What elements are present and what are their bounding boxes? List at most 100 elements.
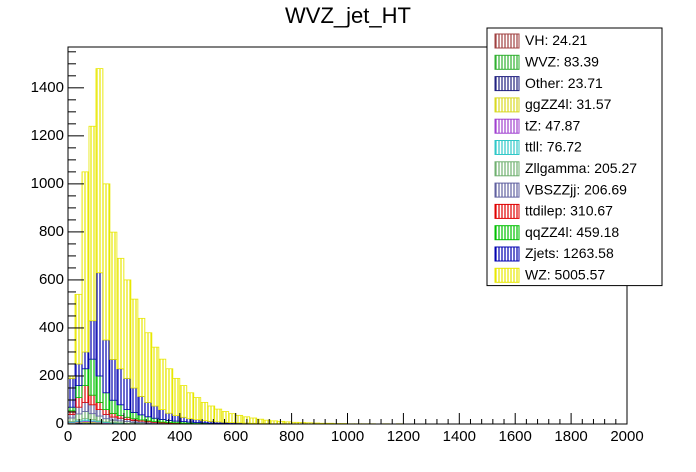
histogram-bar xyxy=(88,404,97,415)
histogram-bar xyxy=(88,125,97,322)
x-tick-label: 400 xyxy=(167,428,192,445)
histogram-bar xyxy=(165,368,174,414)
legend-swatch xyxy=(494,97,520,113)
histogram-bar xyxy=(95,401,104,410)
y-tick-label: 1200 xyxy=(31,127,64,144)
histogram-bar xyxy=(74,397,83,408)
histogram-bar xyxy=(172,415,181,422)
histogram-bar xyxy=(116,257,125,370)
histogram-bar xyxy=(95,409,104,417)
histogram-bar xyxy=(277,420,286,425)
legend-swatch xyxy=(494,118,520,134)
x-tick-label: 1600 xyxy=(499,428,532,445)
histogram-bar xyxy=(109,399,118,414)
histogram-bar xyxy=(242,416,251,424)
histogram-bar xyxy=(102,413,111,420)
histogram-bar xyxy=(67,410,76,415)
histogram-bar xyxy=(228,413,237,423)
histogram-bar xyxy=(95,375,104,403)
histogram-bar xyxy=(74,385,83,398)
histogram-bar xyxy=(193,419,202,423)
histogram-bar xyxy=(214,408,223,423)
histogram-bar xyxy=(137,395,146,416)
histogram-bar xyxy=(95,272,104,377)
histogram-bar xyxy=(81,368,90,386)
histogram-bar xyxy=(88,394,97,406)
histogram-bar xyxy=(193,397,202,421)
histogram-bar xyxy=(284,421,292,425)
legend-swatch xyxy=(494,54,520,70)
histogram-bar xyxy=(102,418,111,423)
legend-label: tZ: 47.87 xyxy=(525,117,580,133)
histogram-bar xyxy=(158,409,167,420)
legend-swatch xyxy=(494,267,520,283)
y-tick-label: 200 xyxy=(39,367,64,384)
x-tick-label: 600 xyxy=(223,428,248,445)
y-tick-label: 600 xyxy=(39,271,64,288)
chart-title: WVZ_jet_HT xyxy=(285,3,411,28)
legend-swatch xyxy=(494,246,520,262)
histogram-bar xyxy=(158,358,167,410)
histogram-bar xyxy=(130,412,139,420)
histogram-bar xyxy=(144,332,153,403)
histogram-bar xyxy=(144,401,153,418)
histogram-bar xyxy=(116,404,125,416)
histogram-bar xyxy=(137,317,146,397)
histogram-bar xyxy=(235,414,244,424)
legend-label: VH: 24.21 xyxy=(525,32,587,48)
legend-swatch xyxy=(494,33,520,49)
histogram-bar xyxy=(151,346,160,407)
histogram-bar xyxy=(102,183,111,341)
histogram-bar xyxy=(74,413,83,421)
legend-label: VBSZZjj: 206.69 xyxy=(525,181,627,197)
legend-swatch xyxy=(494,203,520,219)
histogram-bar xyxy=(109,231,118,360)
histogram-bar xyxy=(116,368,125,406)
y-tick-label: 0 xyxy=(56,415,64,432)
histogram-bar xyxy=(67,406,76,412)
histogram-bar xyxy=(179,385,188,418)
histogram-bar xyxy=(67,417,76,422)
histogram-bar xyxy=(102,392,111,410)
histogram-bar xyxy=(186,392,195,420)
legend-label: Other: 23.71 xyxy=(525,75,603,91)
histogram-bar xyxy=(88,358,97,396)
x-tick-label: 1200 xyxy=(387,428,420,445)
histogram-bar xyxy=(88,320,97,360)
legend-swatch xyxy=(494,225,520,241)
legend-swatch xyxy=(494,76,520,92)
legend-label: Zllgamma: 205.27 xyxy=(525,160,637,176)
legend-swatch xyxy=(494,182,520,198)
histogram-bar xyxy=(130,298,139,389)
histogram-bar xyxy=(130,387,139,413)
histogram-bar xyxy=(81,401,90,412)
legend-label: WVZ: 83.39 xyxy=(525,54,599,70)
legend-swatch xyxy=(494,140,520,155)
histogram-bar xyxy=(88,413,97,421)
x-tick-label: 1400 xyxy=(443,428,476,445)
y-tick-label: 800 xyxy=(39,223,64,240)
histogram-bar xyxy=(165,412,174,421)
x-tick-label: 1000 xyxy=(331,428,364,445)
legend-swatch xyxy=(494,161,520,177)
legend-label: WZ: 5005.57 xyxy=(525,267,605,283)
x-tick-label: 1800 xyxy=(554,428,587,445)
x-tick-label: 200 xyxy=(111,428,136,445)
histogram-bar xyxy=(102,339,111,394)
legend-label: ggZZ4l: 31.57 xyxy=(525,96,612,112)
histogram-bar xyxy=(74,363,83,386)
legend-label: qqZZ4l: 459.18 xyxy=(525,224,619,240)
histogram-bar xyxy=(95,68,104,274)
x-tick-label: 800 xyxy=(279,428,304,445)
legend-label: Zjets: 1263.58 xyxy=(525,245,614,261)
histogram-bar xyxy=(67,413,76,419)
histogram-bar xyxy=(67,377,76,408)
histogram-bar xyxy=(270,420,279,425)
histogram-bar xyxy=(123,409,132,418)
histogram-bar xyxy=(123,279,132,379)
y-tick-label: 1000 xyxy=(31,175,64,192)
histogram-bar xyxy=(186,418,195,423)
legend-label: ttdilep: 310.67 xyxy=(525,203,613,219)
histogram-bar xyxy=(74,293,83,365)
